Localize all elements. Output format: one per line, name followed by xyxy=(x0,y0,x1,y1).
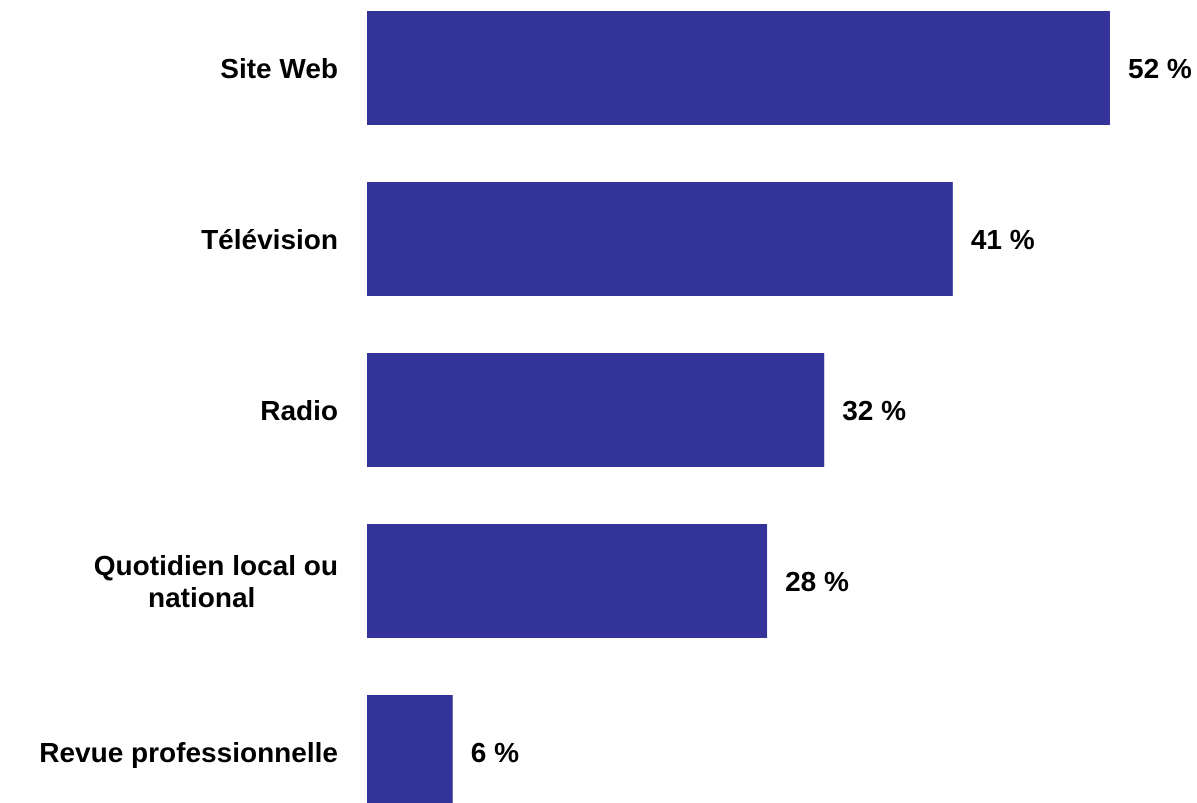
value-label: 32 % xyxy=(842,395,906,426)
category-label-line: national xyxy=(148,582,255,613)
category-label-line: Site Web xyxy=(220,53,338,84)
category-label: Radio xyxy=(260,395,338,426)
category-label: Quotidien local ou national xyxy=(94,550,338,613)
value-label: 41 % xyxy=(971,224,1035,255)
bars xyxy=(367,11,1110,803)
bar-3 xyxy=(367,524,768,638)
bar-1 xyxy=(367,182,953,296)
category-labels: Site Web Télévision Radio Quotidien local o… xyxy=(39,53,338,768)
value-label: 6 % xyxy=(471,737,519,768)
category-label: Revue professionnelle xyxy=(39,737,338,768)
category-label-line: Revue professionnelle xyxy=(39,737,338,768)
value-labels: 52 % 41 % 32 % 28 % 6 % xyxy=(471,53,1192,768)
value-label: 52 % xyxy=(1128,53,1192,84)
bar-2 xyxy=(367,353,825,467)
bar-4 xyxy=(367,695,453,803)
value-label: 28 % xyxy=(785,566,849,597)
bar-0 xyxy=(367,11,1110,125)
category-label-line: Radio xyxy=(260,395,338,426)
category-label: Télévision xyxy=(201,224,338,255)
category-label-line: Quotidien local ou xyxy=(94,550,338,581)
category-label: Site Web xyxy=(220,53,338,84)
category-label-line: Télévision xyxy=(201,224,338,255)
